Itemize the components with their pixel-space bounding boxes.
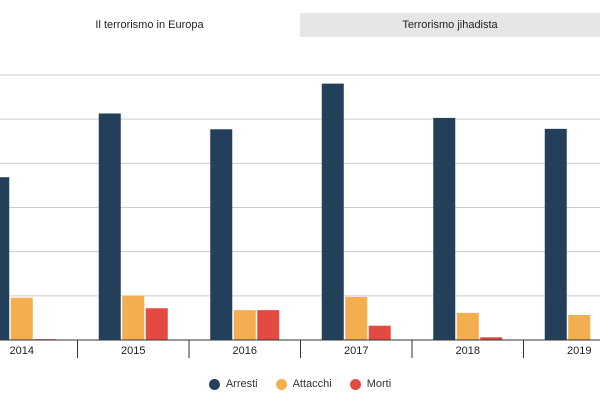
bar-attacchi-2017[interactable] bbox=[345, 296, 368, 340]
bar-morti-2015[interactable] bbox=[145, 308, 168, 340]
legend-item-morti[interactable]: Morti bbox=[349, 378, 392, 390]
tab-terrorismo-europa[interactable]: Il terrorismo in Europa bbox=[0, 13, 299, 37]
bar-morti-2017[interactable] bbox=[368, 325, 391, 340]
bar-chart: 2014 2015 2016 2017 2018 2019 bbox=[0, 74, 600, 358]
tab-bar: Il terrorismo in Europa Terrorismo jihad… bbox=[0, 13, 600, 37]
bar-arresti-2018[interactable] bbox=[433, 117, 456, 341]
legend-label-morti: Morti bbox=[366, 378, 392, 390]
bar-arresti-2016[interactable] bbox=[210, 129, 233, 340]
bars bbox=[0, 83, 591, 341]
legend-swatch-attacchi bbox=[275, 378, 287, 390]
bar-arresti-2015[interactable] bbox=[98, 113, 121, 340]
x-axis: 2014 2015 2016 2017 2018 2019 bbox=[0, 339, 600, 358]
tab-terrorismo-jihadista[interactable]: Terrorismo jihadista bbox=[300, 13, 600, 37]
legend-item-attacchi[interactable]: Attacchi bbox=[275, 378, 332, 390]
x-tick-label-2016: 2016 bbox=[233, 345, 257, 357]
bar-attacchi-2018[interactable] bbox=[456, 312, 479, 340]
bar-arresti-2014[interactable] bbox=[0, 177, 10, 340]
legend-label-attacchi: Attacchi bbox=[292, 378, 332, 390]
x-tick-label-2015: 2015 bbox=[121, 345, 145, 357]
legend: Arresti Attacchi Morti bbox=[0, 376, 600, 392]
bar-attacchi-2016[interactable] bbox=[233, 310, 256, 340]
bar-attacchi-2014[interactable] bbox=[10, 297, 33, 340]
x-tick-label-2018: 2018 bbox=[456, 345, 480, 357]
gridlines bbox=[0, 74, 600, 297]
legend-swatch-morti bbox=[349, 378, 361, 390]
bar-attacchi-2019[interactable] bbox=[568, 314, 591, 340]
legend-item-arresti[interactable]: Arresti bbox=[208, 378, 258, 390]
bar-morti-2018[interactable] bbox=[480, 337, 503, 340]
bar-arresti-2019[interactable] bbox=[544, 128, 567, 340]
bar-morti-2016[interactable] bbox=[257, 310, 280, 340]
legend-label-arresti: Arresti bbox=[225, 378, 258, 390]
x-tick-label-2017: 2017 bbox=[344, 345, 368, 357]
bar-attacchi-2015[interactable] bbox=[122, 295, 145, 340]
x-tick-label-2019: 2019 bbox=[567, 345, 591, 357]
bar-arresti-2017[interactable] bbox=[321, 83, 344, 340]
legend-swatch-arresti bbox=[208, 378, 220, 390]
x-tick-label-2014: 2014 bbox=[10, 345, 34, 357]
